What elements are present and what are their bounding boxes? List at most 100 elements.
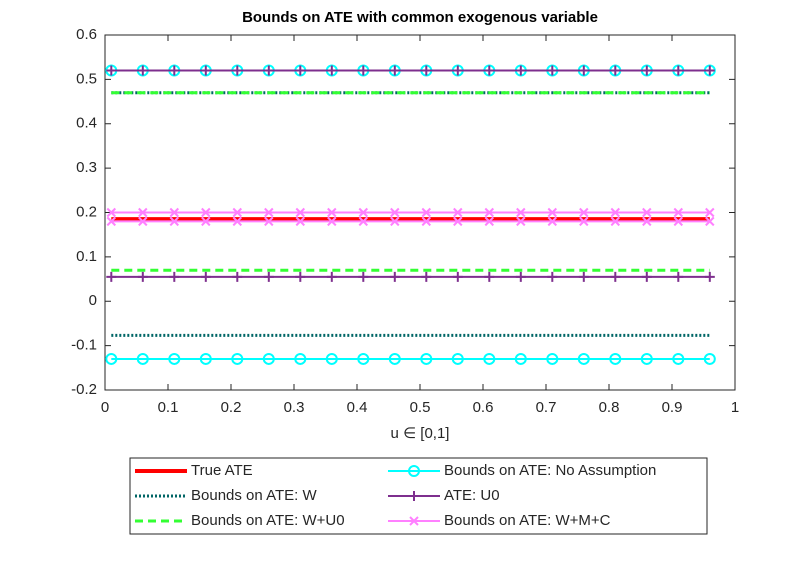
series-marker: [610, 207, 621, 218]
series-marker: [421, 65, 432, 76]
series-marker: [641, 271, 652, 282]
series-marker: [610, 65, 621, 76]
x-axis-label: u ∈ [0,1]: [391, 425, 450, 442]
series-marker: [703, 352, 716, 365]
x-tick-label: 1: [731, 399, 739, 416]
series-marker: [232, 216, 243, 227]
series-marker: [327, 216, 337, 227]
series-marker: [327, 207, 337, 218]
y-tick-label: 0.2: [76, 203, 97, 220]
series-marker: [673, 271, 684, 282]
series-marker: [325, 352, 338, 365]
y-tick-label: 0.6: [76, 26, 97, 43]
series-marker: [705, 207, 715, 218]
series-marker: [673, 207, 684, 218]
series-marker: [546, 352, 559, 365]
x-tick-label: 0.9: [662, 399, 683, 416]
legend-label: True ATE: [191, 462, 253, 479]
series-marker: [326, 65, 337, 76]
series-marker: [704, 271, 715, 282]
series-marker: [295, 216, 306, 227]
x-tick-label: 0.6: [473, 399, 494, 416]
series-marker: [264, 216, 274, 227]
x-tick-label: 0.7: [536, 399, 557, 416]
legend-marker: [409, 516, 419, 526]
series-marker: [577, 352, 590, 365]
series-marker: [642, 216, 652, 227]
series-marker: [610, 216, 621, 227]
series-marker: [168, 352, 181, 365]
series-marker: [357, 352, 370, 365]
series-marker: [106, 216, 117, 227]
series-marker: [704, 65, 715, 76]
series-marker: [483, 352, 496, 365]
series-marker: [200, 65, 211, 76]
series-marker: [358, 216, 369, 227]
series-marker: [579, 216, 589, 227]
y-tick-label: 0.1: [76, 248, 97, 265]
y-tick-label: 0.5: [76, 70, 97, 87]
x-tick-label: 0.1: [158, 399, 179, 416]
series-marker: [169, 207, 180, 218]
series-marker: [673, 216, 684, 227]
series-marker: [642, 207, 652, 218]
series-marker: [547, 65, 558, 76]
series-marker: [263, 271, 274, 282]
series-marker: [578, 271, 589, 282]
series-marker: [452, 65, 463, 76]
series-marker: [673, 65, 684, 76]
series-marker: [420, 352, 433, 365]
series-marker: [453, 207, 463, 218]
series-marker: [326, 271, 337, 282]
legend-label: Bounds on ATE: W+M+C: [444, 512, 611, 529]
chart-title: Bounds on ATE with common exogenous vari…: [242, 9, 598, 26]
x-tick-label: 0.4: [347, 399, 368, 416]
series-marker: [295, 65, 306, 76]
series-marker: [388, 352, 401, 365]
series-marker: [389, 271, 400, 282]
series-marker: [452, 271, 463, 282]
series-marker: [609, 352, 622, 365]
series-marker: [136, 352, 149, 365]
series-marker: [232, 207, 243, 218]
series-marker: [200, 271, 211, 282]
series-marker: [199, 352, 212, 365]
series-marker: [484, 271, 495, 282]
series-marker: [201, 216, 211, 227]
series-marker: [578, 65, 589, 76]
series-marker: [515, 65, 526, 76]
series-marker: [358, 271, 369, 282]
y-tick-label: -0.2: [71, 381, 97, 398]
series-marker: [705, 216, 715, 227]
series-marker: [358, 207, 369, 218]
x-tick-label: 0.3: [284, 399, 305, 416]
series-marker: [106, 271, 117, 282]
series-marker: [516, 216, 526, 227]
series-marker: [547, 216, 558, 227]
series-marker: [169, 216, 180, 227]
series-marker: [232, 65, 243, 76]
legend-label: Bounds on ATE: W: [191, 487, 317, 504]
series-marker: [610, 271, 621, 282]
legend-label: Bounds on ATE: W+U0: [191, 512, 345, 529]
series-marker: [169, 271, 180, 282]
y-tick-label: 0.3: [76, 159, 97, 176]
series-marker: [547, 271, 558, 282]
series-marker: [295, 207, 306, 218]
series-marker: [137, 65, 148, 76]
series-marker: [264, 207, 274, 218]
series-marker: [138, 207, 148, 218]
series-marker: [453, 216, 463, 227]
series-marker: [262, 352, 275, 365]
y-tick-label: 0.4: [76, 115, 97, 132]
y-tick-label: -0.1: [71, 337, 97, 354]
series-marker: [514, 352, 527, 365]
x-tick-label: 0: [101, 399, 109, 416]
series-marker: [232, 271, 243, 282]
series-marker: [263, 65, 274, 76]
series-marker: [390, 216, 400, 227]
series-marker: [137, 271, 148, 282]
series-marker: [640, 352, 653, 365]
series-marker: [484, 216, 495, 227]
